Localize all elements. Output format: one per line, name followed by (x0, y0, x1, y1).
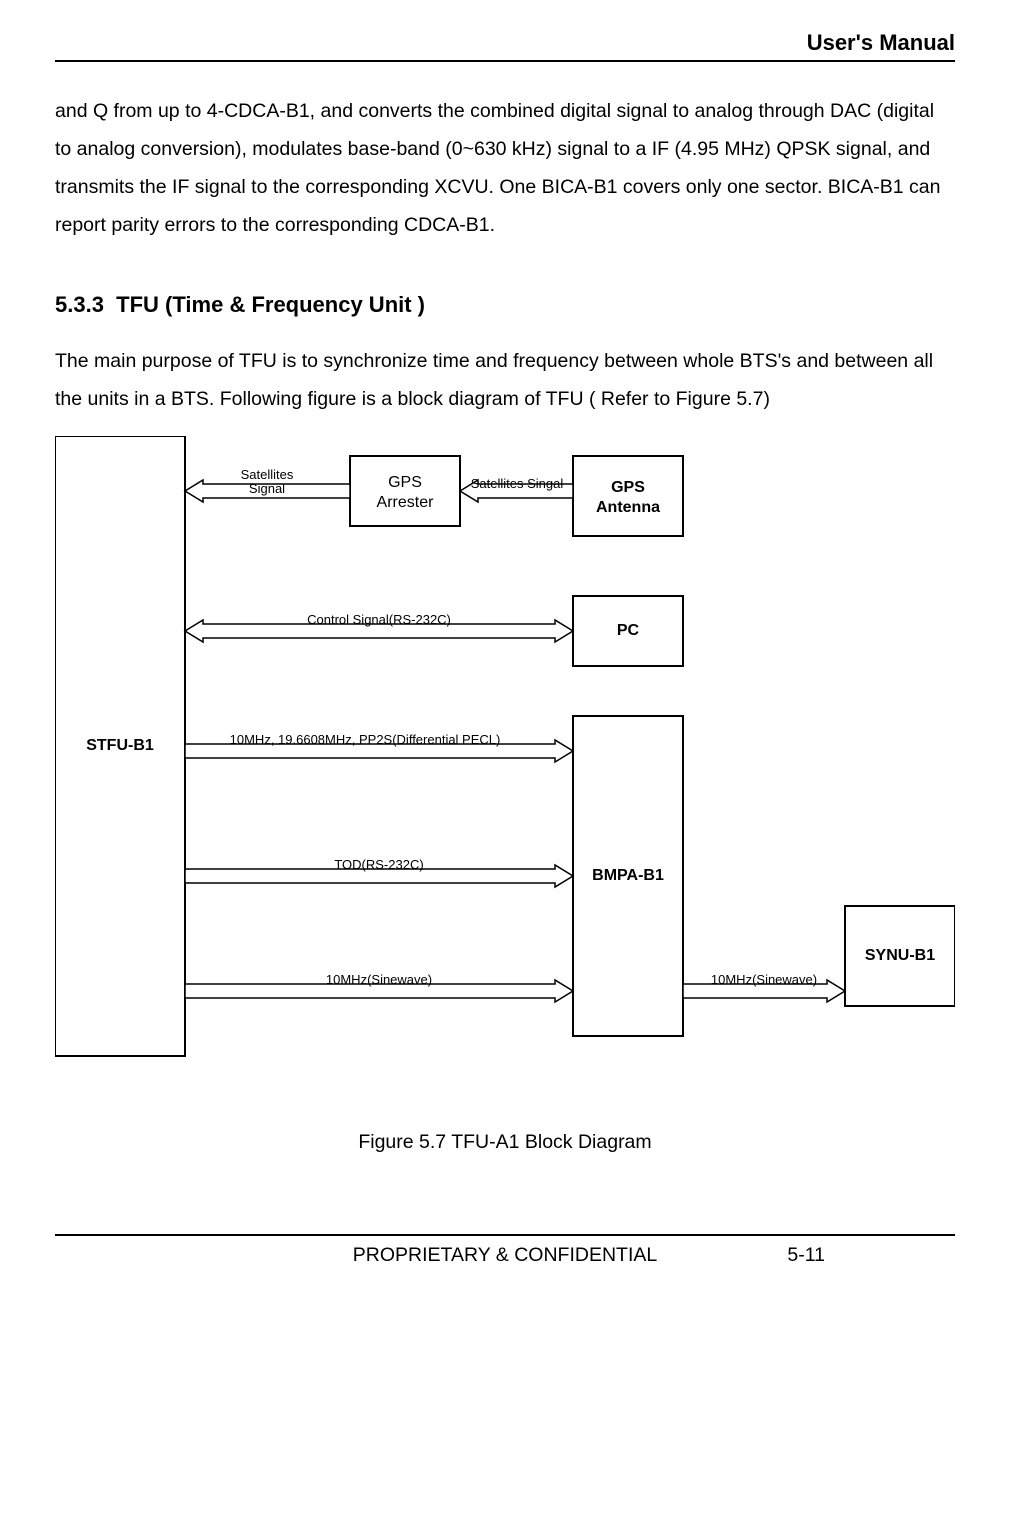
figure-caption: Figure 5.7 TFU-A1 Block Diagram (55, 1131, 955, 1154)
svg-text:Control Signal(RS-232C): Control Signal(RS-232C) (307, 612, 451, 627)
svg-text:10MHz, 19.6608MHz, PP2S(Differ: 10MHz, 19.6608MHz, PP2S(Differential PEC… (230, 732, 501, 747)
section-title: TFU (Time & Frequency Unit ) (116, 292, 425, 317)
section-number: 5.3.3 (55, 292, 104, 317)
svg-text:GPS: GPS (388, 474, 422, 491)
svg-text:PC: PC (617, 622, 640, 639)
section-heading: 5.3.3 TFU (Time & Frequency Unit ) (55, 292, 955, 318)
section-body: The main purpose of TFU is to synchroniz… (55, 342, 955, 418)
paragraph-1: and Q from up to 4-CDCA-B1, and converts… (55, 92, 955, 244)
page-footer: PROPRIETARY & CONFIDENTIAL 5-11 (55, 1234, 955, 1274)
svg-text:TOD(RS-232C): TOD(RS-232C) (334, 857, 423, 872)
svg-text:GPS: GPS (611, 479, 645, 496)
footer-page-number: 5-11 (787, 1244, 825, 1267)
svg-text:Arrester: Arrester (377, 494, 435, 511)
svg-text:Antenna: Antenna (596, 499, 660, 516)
svg-text:BMPA-B1: BMPA-B1 (592, 867, 664, 884)
svg-text:SYNU-B1: SYNU-B1 (865, 947, 935, 964)
block-diagram: STFU-B1 GPS Arrester GPS Antenna PC BMPA-B1 SYN… (55, 436, 955, 1081)
svg-text:10MHz(Sinewave): 10MHz(Sinewave) (711, 972, 817, 987)
header-title: User's Manual (55, 30, 955, 62)
svg-text:10MHz(Sinewave): 10MHz(Sinewave) (326, 972, 432, 987)
svg-text:Satellites: Satellites (241, 467, 294, 482)
svg-text:Satellites Singal: Satellites Singal (471, 476, 564, 491)
svg-text:Signal: Signal (249, 481, 285, 496)
svg-text:STFU-B1: STFU-B1 (86, 737, 154, 754)
